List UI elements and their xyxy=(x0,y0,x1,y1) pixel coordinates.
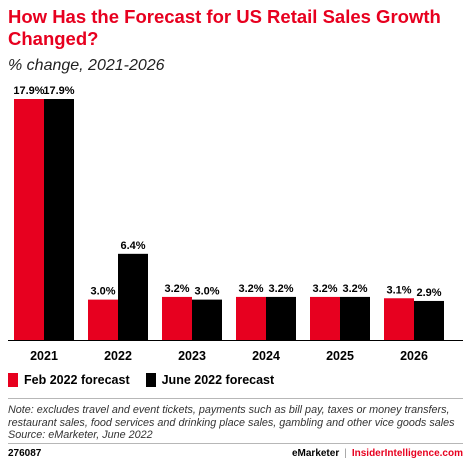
bar-feb-2023 xyxy=(162,296,192,340)
data-label-june-2021: 17.9% xyxy=(43,85,74,97)
bar-chart: 17.9%17.9% 2021 3.0% 6.4% 2022 3.2% 3.0% 2023 3.… xyxy=(8,85,463,363)
legend-swatch-june xyxy=(145,373,156,387)
bar-june-2025 xyxy=(340,296,370,340)
chart-note: Note: excludes travel and event tickets,… xyxy=(8,404,468,442)
brand-separator: | xyxy=(344,448,347,459)
legend-item-june: June 2022 forecast xyxy=(145,372,275,388)
data-label-june-2025: 3.2% xyxy=(342,283,367,295)
data-label-june-2026: 2.9% xyxy=(416,287,441,299)
x-tick-2024: 2024 xyxy=(252,349,280,363)
divider xyxy=(8,398,463,399)
legend-label-june: June 2022 forecast xyxy=(161,373,275,387)
bar-feb-2025 xyxy=(310,296,340,340)
x-tick-2025: 2025 xyxy=(326,349,354,363)
source-text: Source: eMarketer, June 2022 xyxy=(8,429,153,441)
data-label-feb-2023: 3.2% xyxy=(164,283,189,295)
chart-title: How Has the Forecast for US Retail Sales… xyxy=(8,6,441,49)
data-label-june-2022: 6.4% xyxy=(120,240,145,252)
bar-feb-2026 xyxy=(384,298,414,340)
data-label-feb-2026: 3.1% xyxy=(386,284,411,296)
legend-swatch-feb xyxy=(8,373,18,387)
bar-june-2026 xyxy=(414,300,444,340)
divider-footer xyxy=(8,443,463,444)
data-label-feb-2022: 3.0% xyxy=(90,286,115,298)
bar-feb-2022 xyxy=(88,299,118,340)
x-tick-2022: 2022 xyxy=(104,349,132,363)
bar-june-2022 xyxy=(118,253,148,340)
bar-june-2023 xyxy=(192,299,222,340)
bar-june-2024 xyxy=(266,296,296,340)
chart-id: 276087 xyxy=(8,448,42,459)
brand-insider-intelligence: InsiderIntelligence.com xyxy=(351,448,463,459)
data-label-june-2024: 3.2% xyxy=(268,283,293,295)
bar-feb-2021 xyxy=(14,99,44,340)
data-label-feb-2021: 17.9% xyxy=(13,85,44,97)
x-tick-2021: 2021 xyxy=(30,349,58,363)
legend: Feb 2022 forecast June 2022 forecast xyxy=(8,372,290,388)
data-label-june-2023: 3.0% xyxy=(194,286,219,298)
legend-label-feb: Feb 2022 forecast xyxy=(24,373,130,387)
legend-item-feb: Feb 2022 forecast xyxy=(8,372,130,388)
chart-subtitle: % change, 2021-2026 xyxy=(8,57,165,74)
x-tick-2026: 2026 xyxy=(400,349,428,363)
bar-feb-2024 xyxy=(236,296,266,340)
note-text: Note: excludes travel and event tickets,… xyxy=(8,404,455,429)
brand-emarketer: eMarketer xyxy=(291,448,340,459)
data-label-feb-2025: 3.2% xyxy=(312,283,337,295)
footer: 276087 eMarketer | InsiderIntelligence.com xyxy=(8,447,463,461)
data-label-feb-2024: 3.2% xyxy=(238,283,263,295)
footer-brand: eMarketer | InsiderIntelligence.com xyxy=(292,447,463,461)
x-tick-2023: 2023 xyxy=(178,349,206,363)
bar-june-2021 xyxy=(44,99,74,340)
